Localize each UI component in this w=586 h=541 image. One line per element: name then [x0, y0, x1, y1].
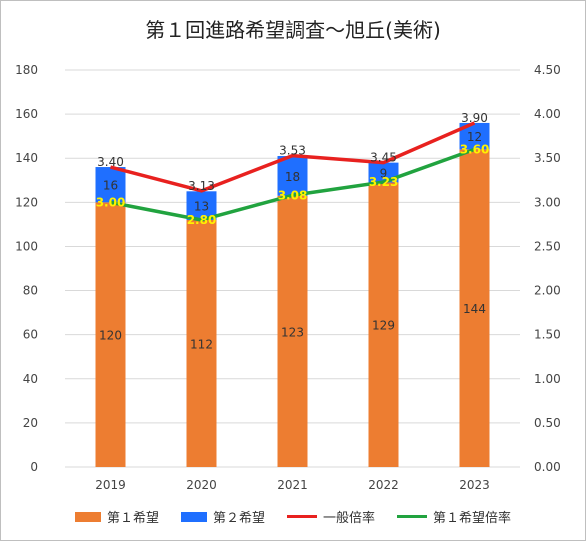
legend-item: 第１希望: [74, 507, 159, 526]
line-data-label: 3.00: [96, 195, 126, 209]
y-left-tick-label: 140: [15, 151, 38, 165]
legend-item: 第１希望倍率: [397, 507, 511, 526]
y-right-tick-label: 1.00: [534, 372, 561, 386]
line-data-label: 3.13: [188, 179, 215, 193]
x-tick-label: 2022: [368, 478, 399, 492]
bar-second-choice: [186, 191, 217, 220]
bar-data-label: 129: [372, 319, 395, 333]
bar-data-label: 120: [99, 329, 122, 343]
line-general-ratio: [110, 121, 476, 193]
line-data-label: 3.23: [369, 175, 399, 189]
legend-item: 一般倍率: [287, 507, 375, 526]
legend-label: 一般倍率: [323, 511, 376, 526]
bar-first-choice: [277, 195, 308, 467]
bar-data-label: 123: [281, 325, 304, 339]
y-right-tick-label: 0.00: [534, 460, 561, 474]
bar-data-label: 13: [194, 200, 209, 214]
bar-data-label: 144: [463, 302, 486, 316]
y-left-tick-label: 40: [23, 372, 38, 386]
line-data-label: 3.45: [370, 151, 397, 165]
bar-data-label: 9: [380, 167, 388, 181]
line-data-label: 3.53: [279, 144, 306, 158]
line-data-label: 3.90: [461, 111, 488, 125]
bar-data-label: 18: [285, 170, 300, 184]
y-left-tick-label: 180: [15, 63, 38, 77]
bar-first-choice: [95, 202, 126, 468]
x-tick-label: 2020: [186, 478, 217, 492]
bar-second-choice: [95, 167, 126, 203]
y-left-tick-label: 80: [23, 284, 38, 298]
y-right-tick-label: 4.50: [534, 63, 561, 77]
y-left-tick-label: 120: [15, 195, 38, 209]
bar-first-choice: [368, 182, 399, 467]
y-right-tick-label: 3.00: [534, 195, 561, 209]
legend-label: 第２希望: [212, 511, 265, 526]
line-data-label: 3.40: [97, 155, 124, 169]
bar-data-label: 12: [467, 130, 482, 144]
line-first-choice-ratio: [110, 147, 476, 222]
x-tick-label: 2021: [277, 478, 308, 492]
line-data-label: 3.60: [460, 142, 490, 156]
bar-first-choice: [186, 219, 217, 467]
y-right-tick-label: 3.50: [534, 151, 561, 165]
legend-label: 第１希望: [106, 511, 159, 526]
y-right-tick-label: 2.00: [534, 284, 561, 298]
legend-swatch: [74, 511, 101, 522]
line-data-label: 3.08: [278, 188, 308, 202]
y-left-tick-label: 160: [15, 107, 38, 121]
x-tick-label: 2023: [459, 478, 490, 492]
x-tick-label: 2019: [95, 478, 126, 492]
chart-plot: 0 20 40 60 80 100 120 140 160 180 0.00 0.50 1.00 1.50…: [15, 63, 561, 492]
bar-data-label: 16: [103, 179, 118, 193]
legend: 第１希望 第２希望 一般倍率 第１希望倍率: [0, 507, 586, 526]
legend-item: 第２希望: [180, 507, 265, 526]
legend-label: 第１希望倍率: [433, 511, 512, 526]
y-right-tick-label: 4.00: [534, 107, 561, 121]
y-right-tick-label: 0.50: [534, 416, 561, 430]
y-left-tick-label: 0: [30, 460, 38, 474]
line-data-label: 2.80: [187, 213, 217, 227]
y-right-tick-label: 2.50: [534, 239, 561, 253]
bar-second-choice: [277, 156, 308, 196]
chart-title: 第１回進路希望調査～旭丘(美術): [145, 18, 441, 42]
legend-swatch: [180, 511, 207, 522]
bar-data-label: 112: [190, 337, 213, 351]
y-left-tick-label: 60: [23, 328, 38, 342]
legend-swatch: [287, 515, 317, 518]
y-left-tick-label: 20: [23, 416, 38, 430]
bar-first-choice: [459, 149, 490, 467]
legend-swatch: [397, 515, 428, 518]
y-left-tick-label: 100: [15, 239, 38, 253]
y-right-tick-label: 1.50: [534, 328, 561, 342]
